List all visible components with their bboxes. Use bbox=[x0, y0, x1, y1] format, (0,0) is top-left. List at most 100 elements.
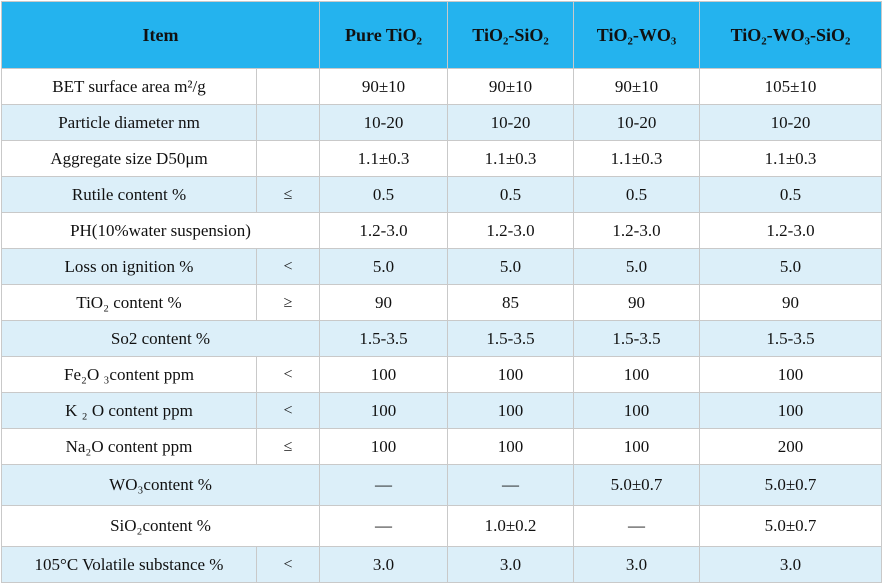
cell-tio2-wo3-sio2: 100 bbox=[699, 356, 883, 393]
cell-pure-tio2: 1.1±0.3 bbox=[319, 140, 449, 177]
cell-tio2-sio2: 1.5-3.5 bbox=[447, 320, 575, 357]
cell-tio2-sio2: 5.0 bbox=[447, 248, 575, 285]
header-row: Item Pure TiO₂ TiO₂-SiO₂ TiO₂-WO₃ TiO₂-W… bbox=[0, 1, 883, 69]
cell-tio2-wo3: 100 bbox=[573, 356, 701, 393]
cell-tio2-sio2: 90±10 bbox=[447, 68, 575, 105]
cell-tio2-wo3-sio2: 0.5 bbox=[699, 176, 883, 213]
cell-pure-tio2: — bbox=[319, 505, 449, 547]
table-row: So2 content % 1.5-3.5 1.5-3.5 1.5-3.5 1.… bbox=[0, 320, 883, 357]
cell-tio2-sio2: — bbox=[447, 464, 575, 506]
cell-tio2-sio2: 10-20 bbox=[447, 104, 575, 141]
cell-tio2-sio2: 100 bbox=[447, 356, 575, 393]
row-label: Loss on ignition % bbox=[1, 248, 257, 285]
cell-tio2-wo3: — bbox=[573, 505, 701, 547]
cell-tio2-wo3-sio2: 1.1±0.3 bbox=[699, 140, 883, 177]
cell-tio2-wo3-sio2: 5.0±0.7 bbox=[699, 505, 883, 547]
row-label: Aggregate size D50μm bbox=[1, 140, 257, 177]
cell-pure-tio2: 10-20 bbox=[319, 104, 449, 141]
cell-tio2-sio2: 3.0 bbox=[447, 546, 575, 583]
table-row: K ₂ O content ppm < 100 100 100 100 bbox=[1, 392, 883, 429]
row-label: Particle diameter nm bbox=[1, 104, 257, 141]
cell-tio2-wo3-sio2: 3.0 bbox=[699, 546, 883, 583]
cell-tio2-wo3: 10-20 bbox=[573, 104, 701, 141]
cell-pure-tio2: 3.0 bbox=[319, 546, 449, 583]
row-label: K ₂ O content ppm bbox=[1, 392, 257, 429]
header-tio2-wo3-sio2: TiO₂-WO₃-SiO₂ bbox=[699, 1, 883, 69]
cell-tio2-wo3: 1.2-3.0 bbox=[573, 212, 701, 249]
row-symbol: < bbox=[255, 356, 321, 393]
cell-pure-tio2: — bbox=[319, 464, 449, 506]
cell-tio2-wo3: 3.0 bbox=[573, 546, 701, 583]
cell-tio2-wo3: 5.0±0.7 bbox=[573, 464, 701, 506]
row-label: Fe₂O ₃content ppm bbox=[1, 356, 257, 393]
cell-tio2-wo3: 0.5 bbox=[573, 176, 701, 213]
cell-pure-tio2: 100 bbox=[319, 428, 449, 465]
cell-tio2-wo3-sio2: 90 bbox=[699, 284, 883, 321]
cell-tio2-wo3-sio2: 100 bbox=[699, 392, 883, 429]
table-row: Na₂O content ppm ≤ 100 100 100 200 bbox=[1, 428, 883, 465]
row-label: 105°C Volatile substance % bbox=[1, 546, 257, 583]
cell-tio2-wo3: 1.1±0.3 bbox=[573, 140, 701, 177]
cell-pure-tio2: 1.2-3.0 bbox=[319, 212, 449, 249]
cell-tio2-wo3-sio2: 200 bbox=[699, 428, 883, 465]
cell-pure-tio2: 90 bbox=[319, 284, 449, 321]
cell-pure-tio2: 100 bbox=[319, 392, 449, 429]
table-row: Aggregate size D50μm 1.1±0.3 1.1±0.3 1.1… bbox=[1, 140, 883, 177]
cell-tio2-wo3: 90±10 bbox=[573, 68, 701, 105]
table-row: TiO₂ content % ≥ 90 85 90 90 bbox=[1, 284, 883, 321]
row-symbol: < bbox=[255, 546, 321, 583]
header-pure-tio2: Pure TiO₂ bbox=[319, 1, 449, 69]
cell-pure-tio2: 5.0 bbox=[319, 248, 449, 285]
table-row: Fe₂O ₃content ppm < 100 100 100 100 bbox=[1, 356, 883, 393]
row-symbol: < bbox=[255, 392, 321, 429]
table-row: PH(10%water suspension) 1.2-3.0 1.2-3.0 … bbox=[0, 212, 883, 249]
row-label: WO₃content % bbox=[0, 464, 321, 506]
cell-tio2-wo3-sio2: 1.2-3.0 bbox=[699, 212, 883, 249]
cell-pure-tio2: 1.5-3.5 bbox=[319, 320, 449, 357]
header-tio2-sio2: TiO₂-SiO₂ bbox=[447, 1, 575, 69]
cell-tio2-sio2: 1.2-3.0 bbox=[447, 212, 575, 249]
table-row: 105°C Volatile substance % < 3.0 3.0 3.0… bbox=[1, 546, 883, 583]
cell-tio2-sio2: 85 bbox=[447, 284, 575, 321]
row-symbol bbox=[255, 104, 321, 141]
table-row: Loss on ignition % < 5.0 5.0 5.0 5.0 bbox=[1, 248, 883, 285]
cell-tio2-sio2: 0.5 bbox=[447, 176, 575, 213]
cell-tio2-wo3: 100 bbox=[573, 392, 701, 429]
row-label: TiO₂ content % bbox=[1, 284, 257, 321]
table-row: Rutile content % ≤ 0.5 0.5 0.5 0.5 bbox=[1, 176, 883, 213]
cell-tio2-wo3-sio2: 1.5-3.5 bbox=[699, 320, 883, 357]
row-symbol: < bbox=[255, 248, 321, 285]
cell-tio2-wo3: 1.5-3.5 bbox=[573, 320, 701, 357]
cell-pure-tio2: 0.5 bbox=[319, 176, 449, 213]
row-label: Rutile content % bbox=[1, 176, 257, 213]
table-row: BET surface area m²/g 90±10 90±10 90±10 … bbox=[1, 68, 883, 105]
row-symbol bbox=[255, 140, 321, 177]
table-row: WO₃content % — — 5.0±0.7 5.0±0.7 bbox=[0, 464, 883, 506]
row-symbol: ≤ bbox=[255, 176, 321, 213]
cell-tio2-wo3-sio2: 5.0±0.7 bbox=[699, 464, 883, 506]
row-symbol: ≥ bbox=[255, 284, 321, 321]
cell-pure-tio2: 90±10 bbox=[319, 68, 449, 105]
row-symbol: ≤ bbox=[255, 428, 321, 465]
cell-tio2-wo3-sio2: 105±10 bbox=[699, 68, 883, 105]
row-label: BET surface area m²/g bbox=[1, 68, 257, 105]
cell-tio2-sio2: 100 bbox=[447, 428, 575, 465]
table-row: Particle diameter nm 10-20 10-20 10-20 1… bbox=[1, 104, 883, 141]
cell-tio2-wo3: 5.0 bbox=[573, 248, 701, 285]
row-label: SiO₂content % bbox=[0, 505, 321, 547]
cell-tio2-wo3-sio2: 10-20 bbox=[699, 104, 883, 141]
cell-tio2-wo3-sio2: 5.0 bbox=[699, 248, 883, 285]
table-row: SiO₂content % — 1.0±0.2 — 5.0±0.7 bbox=[0, 505, 883, 547]
row-label: PH(10%water suspension) bbox=[0, 212, 321, 249]
header-tio2-wo3: TiO₂-WO₃ bbox=[573, 1, 701, 69]
row-label: So2 content % bbox=[0, 320, 321, 357]
cell-tio2-wo3: 90 bbox=[573, 284, 701, 321]
cell-tio2-sio2: 1.0±0.2 bbox=[447, 505, 575, 547]
header-item: Item bbox=[0, 1, 321, 69]
cell-tio2-sio2: 100 bbox=[447, 392, 575, 429]
row-symbol bbox=[255, 68, 321, 105]
cell-pure-tio2: 100 bbox=[319, 356, 449, 393]
row-label: Na₂O content ppm bbox=[1, 428, 257, 465]
cell-tio2-wo3: 100 bbox=[573, 428, 701, 465]
